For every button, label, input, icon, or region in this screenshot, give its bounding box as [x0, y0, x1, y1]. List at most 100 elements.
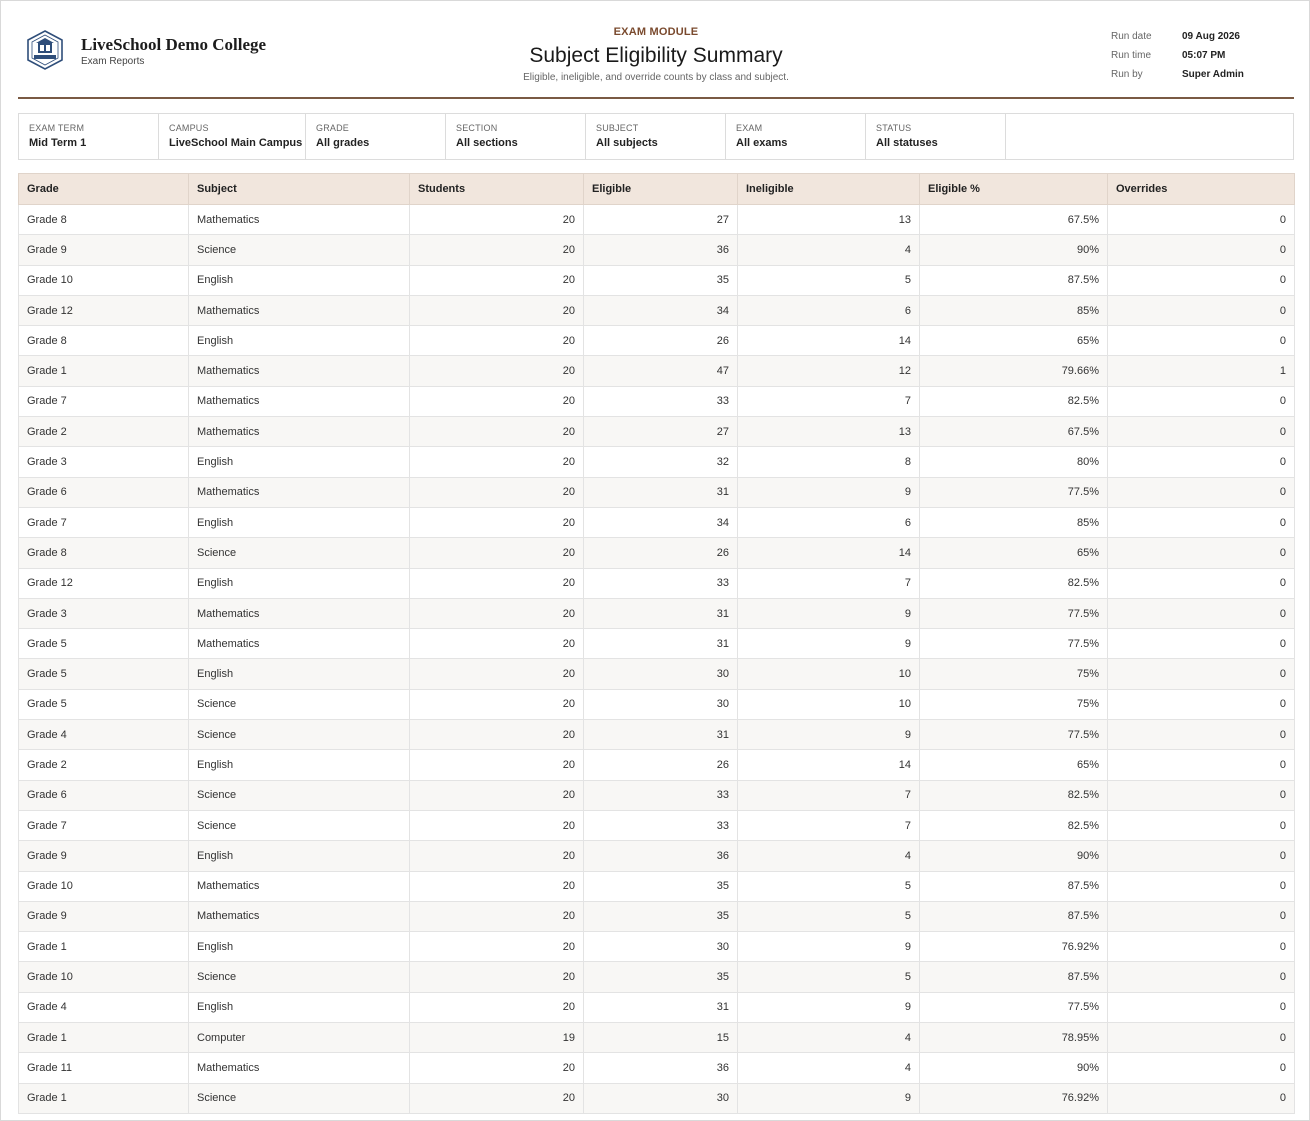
cell-eligible: 32 [583, 446, 738, 478]
cell-subject: Science [188, 719, 410, 751]
cell-ineligible: 5 [737, 900, 920, 933]
table-row: Grade 7 Mathematics 20 33 7 82.5% 0 [18, 385, 1295, 418]
column-header-eligible-percent[interactable]: Eligible % [919, 173, 1108, 205]
filter-grade[interactable]: Grade All grades [306, 114, 446, 159]
cell-eligible-percent: 82.5% [919, 779, 1108, 811]
cell-ineligible: 7 [737, 809, 920, 842]
table-row: Grade 9 Science 20 36 4 90% 0 [18, 234, 1295, 266]
cell-students: 20 [409, 719, 584, 751]
table-row: Grade 1 Computer 19 15 4 78.95% 0 [18, 1022, 1295, 1054]
cell-ineligible: 4 [737, 840, 920, 872]
cell-overrides: 0 [1107, 688, 1295, 721]
cell-eligible: 30 [583, 658, 738, 690]
meta-label: Run date [1111, 31, 1152, 42]
table-row: Grade 7 English 20 34 6 85% 0 [18, 506, 1295, 539]
cell-grade: Grade 10 [18, 961, 189, 993]
cell-overrides: 0 [1107, 264, 1295, 296]
cell-subject: Mathematics [188, 628, 410, 660]
filter-status[interactable]: Status All statuses [866, 114, 1006, 159]
table-row: Grade 1 Science 20 30 9 76.92% 0 [18, 1082, 1295, 1114]
cell-overrides: 0 [1107, 931, 1295, 963]
filter-label: Campus [169, 123, 209, 133]
cell-grade: Grade 10 [18, 870, 189, 902]
cell-ineligible: 6 [737, 506, 920, 539]
cell-ineligible: 4 [737, 1052, 920, 1084]
cell-eligible-percent: 65% [919, 749, 1108, 781]
column-header-students[interactable]: Students [409, 173, 584, 205]
cell-eligible: 27 [583, 203, 738, 236]
cell-grade: Grade 9 [18, 840, 189, 872]
cell-overrides: 0 [1107, 325, 1295, 357]
cell-eligible: 31 [583, 719, 738, 751]
table-row: Grade 3 English 20 32 8 80% 0 [18, 446, 1295, 478]
cell-overrides: 0 [1107, 567, 1295, 599]
cell-subject: English [188, 264, 410, 296]
column-header-overrides[interactable]: Overrides [1107, 173, 1295, 205]
cell-overrides: 0 [1107, 961, 1295, 993]
cell-grade: Grade 2 [18, 749, 189, 781]
table-row: Grade 12 Mathematics 20 34 6 85% 0 [18, 294, 1295, 327]
cell-ineligible: 8 [737, 446, 920, 478]
cell-subject: English [188, 991, 410, 1024]
column-header-ineligible[interactable]: Ineligible [737, 173, 920, 205]
cell-students: 20 [409, 961, 584, 993]
cell-eligible: 31 [583, 991, 738, 1024]
table-row: Grade 2 English 20 26 14 65% 0 [18, 749, 1295, 781]
cell-overrides: 0 [1107, 294, 1295, 327]
cell-eligible: 33 [583, 809, 738, 842]
table-row: Grade 8 Mathematics 20 27 13 67.5% 0 [18, 203, 1295, 236]
cell-eligible: 30 [583, 931, 738, 963]
cell-eligible-percent: 76.92% [919, 1082, 1108, 1114]
cell-students: 20 [409, 991, 584, 1024]
cell-ineligible: 7 [737, 779, 920, 811]
cell-eligible: 31 [583, 597, 738, 630]
cell-subject: Mathematics [188, 203, 410, 236]
cell-eligible: 33 [583, 779, 738, 811]
filter-section[interactable]: Section All sections [446, 114, 586, 159]
cell-eligible: 31 [583, 476, 738, 508]
cell-eligible: 30 [583, 1082, 738, 1114]
filter-campus[interactable]: Campus LiveSchool Main Campus [159, 114, 306, 159]
cell-ineligible: 4 [737, 234, 920, 266]
table-row: Grade 9 Mathematics 20 35 5 87.5% 0 [18, 900, 1295, 933]
cell-eligible-percent: 67.5% [919, 203, 1108, 236]
table-row: Grade 10 English 20 35 5 87.5% 0 [18, 264, 1295, 296]
filter-exam[interactable]: Exam All exams [726, 114, 866, 159]
cell-eligible-percent: 87.5% [919, 264, 1108, 296]
cell-subject: English [188, 749, 410, 781]
cell-grade: Grade 12 [18, 567, 189, 599]
cell-eligible-percent: 78.95% [919, 1022, 1108, 1054]
cell-ineligible: 13 [737, 416, 920, 448]
meta-value: Super Admin [1182, 69, 1244, 80]
column-header-grade[interactable]: Grade [18, 173, 189, 205]
cell-eligible: 47 [583, 355, 738, 387]
cell-eligible-percent: 77.5% [919, 597, 1108, 630]
cell-overrides: 0 [1107, 1022, 1295, 1054]
cell-grade: Grade 5 [18, 628, 189, 660]
filter-label: Status [876, 123, 912, 133]
cell-ineligible: 9 [737, 628, 920, 660]
table-row: Grade 10 Science 20 35 5 87.5% 0 [18, 961, 1295, 993]
cell-overrides: 1 [1107, 355, 1295, 387]
table-header-row: Grade Subject Students Eligible Ineligib… [18, 173, 1295, 205]
cell-grade: Grade 1 [18, 931, 189, 963]
cell-eligible-percent: 90% [919, 840, 1108, 872]
cell-eligible-percent: 87.5% [919, 900, 1108, 933]
cell-ineligible: 9 [737, 931, 920, 963]
cell-eligible-percent: 87.5% [919, 870, 1108, 902]
filter-subject[interactable]: Subject All subjects [586, 114, 726, 159]
cell-grade: Grade 1 [18, 1022, 189, 1054]
run-info: Run date 09 Aug 2026 Run time 05:07 PM R… [1111, 27, 1244, 84]
filter-label: Subject [596, 123, 639, 133]
cell-subject: Mathematics [188, 870, 410, 902]
table-row: Grade 6 Mathematics 20 31 9 77.5% 0 [18, 476, 1295, 508]
cell-overrides: 0 [1107, 203, 1295, 236]
filter-exam-term[interactable]: Exam Term Mid Term 1 [19, 114, 159, 159]
cell-students: 20 [409, 537, 584, 569]
filter-value: All subjects [596, 137, 658, 149]
column-header-subject[interactable]: Subject [188, 173, 410, 205]
column-header-eligible[interactable]: Eligible [583, 173, 738, 205]
cell-ineligible: 13 [737, 203, 920, 236]
cell-grade: Grade 12 [18, 294, 189, 327]
cell-students: 20 [409, 1082, 584, 1114]
